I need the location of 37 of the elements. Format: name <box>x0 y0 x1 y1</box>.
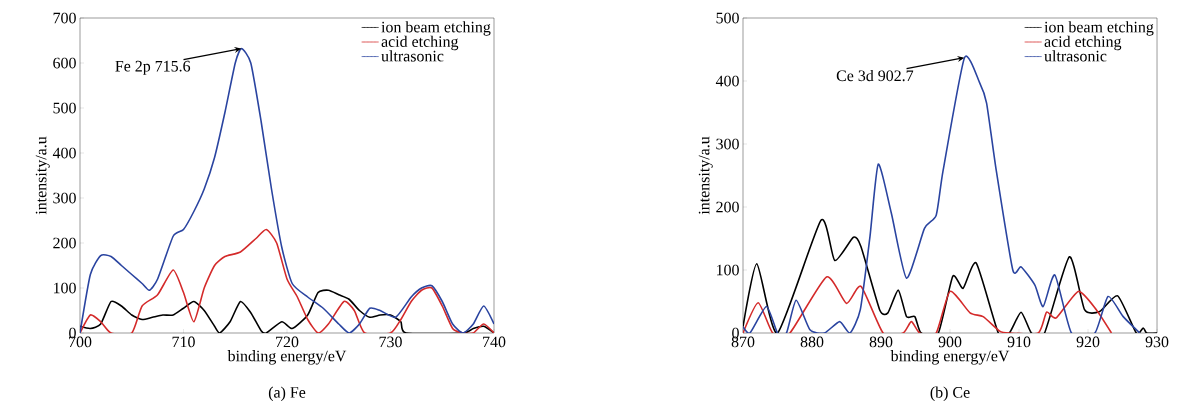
legend-label: acid etching <box>381 35 459 51</box>
x-tick-label: 920 <box>1076 336 1100 348</box>
line-series <box>743 276 1113 333</box>
x-tick-label: 900 <box>938 336 962 348</box>
x-tick-label: 720 <box>276 336 299 348</box>
y-tick-label: 500 <box>53 102 76 114</box>
y-tick-label: 100 <box>716 264 739 276</box>
annotation: Ce 3d 902.7 <box>836 69 914 82</box>
x-axis-title: binding energy/eV <box>890 350 1010 365</box>
y-tick-label: 600 <box>53 57 76 69</box>
x-axis-title: binding energy/eV <box>227 350 347 365</box>
x-tick-label: 930 <box>1145 336 1169 348</box>
y-axis-title: intensity/a.u <box>698 136 713 215</box>
x-tick-label: 710 <box>172 336 195 348</box>
y-tick-label: 100 <box>53 282 76 294</box>
x-tick-label: 880 <box>800 336 824 348</box>
y-tick-label: 200 <box>716 201 739 213</box>
y-tick-label: 500 <box>716 12 739 24</box>
y-tick-label: 300 <box>53 192 76 204</box>
y-tick-label: 400 <box>715 75 739 87</box>
annotation: Fe 2p 715.6 <box>115 60 191 75</box>
x-tick-label: 740 <box>483 336 506 348</box>
text: (a) Fe <box>268 386 306 401</box>
y-axis-title: intensity/a.u <box>35 136 50 215</box>
text: (b) Ce <box>930 386 970 401</box>
y-tick-label: 400 <box>52 147 76 159</box>
x-tick-label: 730 <box>379 336 402 348</box>
legend-label: acid etching <box>1044 35 1122 51</box>
legend-label: ultrasonic <box>381 50 444 62</box>
y-tick-label: 700 <box>53 12 76 24</box>
legend-label: ion beam etching <box>1044 21 1154 36</box>
y-tick-label: 200 <box>53 237 76 249</box>
legend-label: ion beam etching <box>381 21 491 36</box>
legend-label: ultrasonic <box>1044 50 1107 62</box>
y-tick-label: 300 <box>716 138 739 150</box>
x-tick-label: 910 <box>1007 336 1031 348</box>
x-tick-label: 890 <box>869 336 893 348</box>
